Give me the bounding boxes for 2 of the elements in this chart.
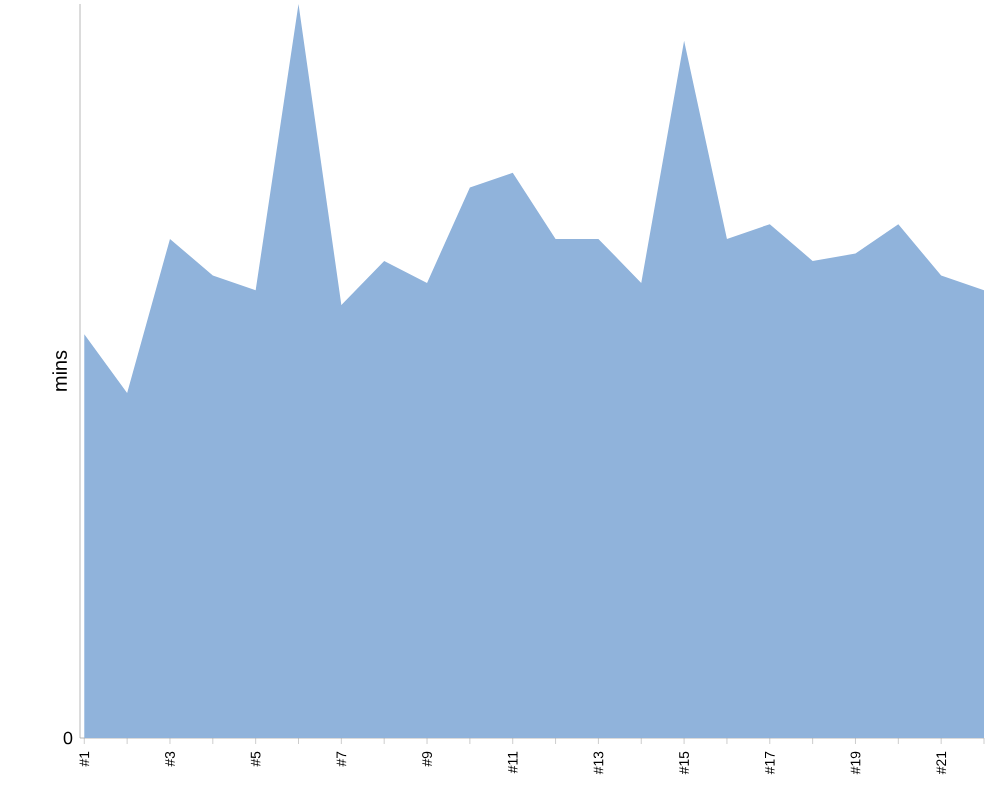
text: 0	[63, 731, 73, 745]
y-axis-title: mins	[52, 350, 67, 391]
